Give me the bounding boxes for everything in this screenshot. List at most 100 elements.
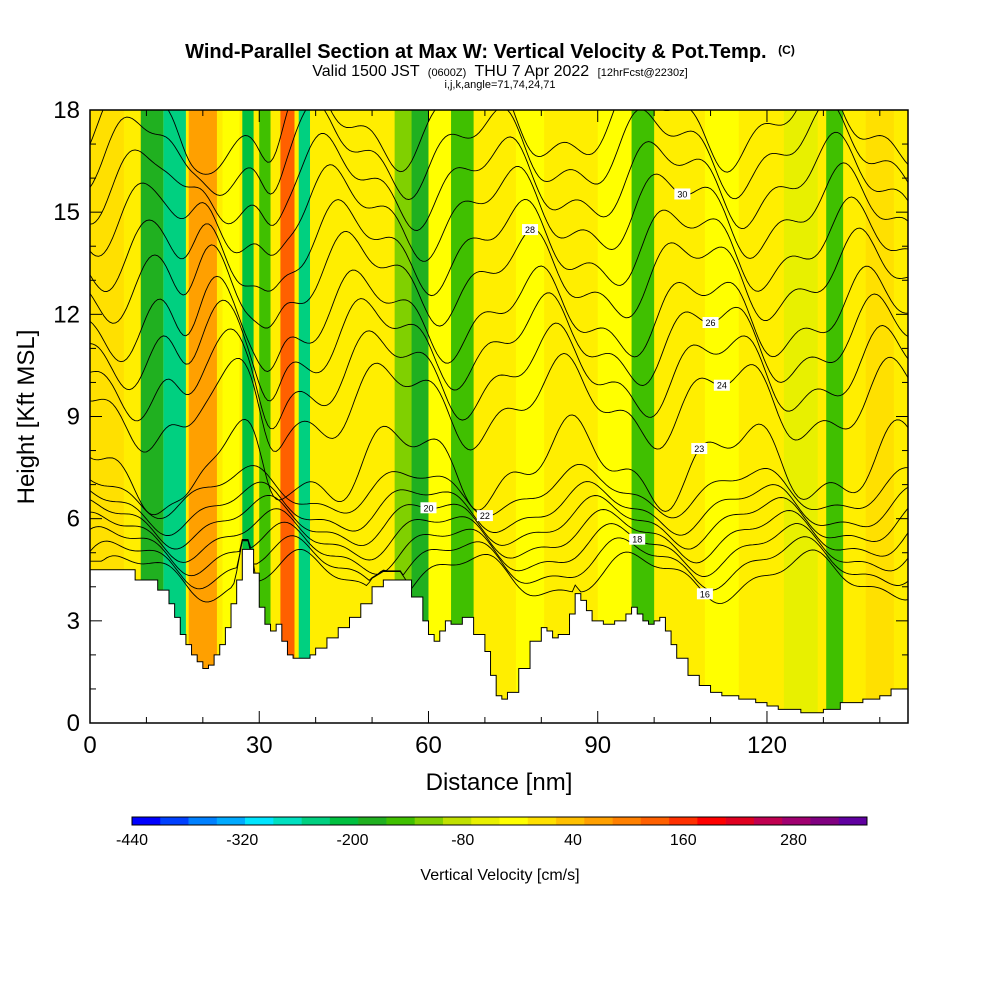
plot-area: 16 18 20 22 23 24 26 28 30 bbox=[90, 110, 908, 723]
y-tick-label-12: 12 bbox=[53, 301, 80, 328]
colorbar-tick-label-4: 40 bbox=[564, 832, 582, 849]
contour-label-bg-16 bbox=[696, 588, 713, 600]
theta-contour-20 bbox=[90, 494, 908, 550]
colorbar-swatch-8 bbox=[358, 817, 387, 825]
chart-indices: i,j,k,angle=71,74,24,71 bbox=[444, 79, 555, 91]
colorbar-tick-label-3: -80 bbox=[451, 832, 474, 849]
w-column-17 bbox=[783, 110, 818, 723]
colorbar: -440 -320 -200 -80 40 160 280 bbox=[116, 816, 868, 849]
contour-label-20: 20 bbox=[423, 503, 433, 513]
y-axis: 0 3 6 9 12 15 18 bbox=[53, 97, 908, 737]
y-tick-label-6: 6 bbox=[67, 506, 80, 533]
w-column-4 bbox=[222, 110, 240, 723]
w-column-13 bbox=[515, 110, 545, 723]
theta-contour-27 bbox=[90, 265, 908, 372]
theta-contour-28 bbox=[90, 227, 908, 329]
theta-contour-17 bbox=[90, 535, 908, 591]
contour-labels: 16 18 20 22 23 24 26 28 30 bbox=[420, 188, 730, 600]
w-column-19 bbox=[865, 110, 894, 723]
contour-label-18: 18 bbox=[632, 535, 642, 545]
colorbar-swatch-12 bbox=[471, 817, 500, 825]
w-column-16 bbox=[704, 110, 739, 723]
contour-label-bg-26 bbox=[702, 317, 719, 329]
theta-contour-16 bbox=[90, 540, 908, 605]
theta-contour-21 bbox=[90, 481, 908, 536]
colorbar-swatch-11 bbox=[442, 817, 472, 825]
w-column-3 bbox=[188, 110, 217, 723]
colorbar-swatch-17 bbox=[612, 817, 642, 825]
w-column-7 bbox=[280, 110, 295, 723]
w-column-18 bbox=[826, 110, 844, 723]
colorbar-swatch-19 bbox=[669, 817, 698, 825]
colorbar-swatch-9 bbox=[386, 817, 415, 825]
theta-contour-33 bbox=[90, 110, 908, 175]
contour-label-16: 16 bbox=[700, 589, 710, 599]
contour-label-22: 22 bbox=[480, 511, 490, 521]
theta-contour-30 bbox=[90, 162, 908, 262]
contour-label-24: 24 bbox=[717, 381, 727, 391]
colorbar-swatch-5 bbox=[273, 817, 302, 825]
chart-title-mark: (C) bbox=[778, 43, 795, 57]
y-tick-label-3: 3 bbox=[67, 608, 80, 635]
y-tick-label-0: 0 bbox=[67, 710, 80, 737]
potential-temperature-contours bbox=[90, 110, 908, 605]
x-tick-label-0: 0 bbox=[83, 732, 96, 759]
colorbar-swatch-20 bbox=[697, 817, 726, 825]
w-column-11 bbox=[428, 110, 452, 723]
theta-contour-25 bbox=[90, 322, 908, 430]
colorbar-swatch-14 bbox=[527, 817, 557, 825]
theta-contour-31 bbox=[90, 131, 908, 231]
colorbar-tick-label-5: 160 bbox=[670, 832, 697, 849]
contour-label-bg-20 bbox=[420, 502, 437, 514]
colorbar-swatch-22 bbox=[753, 817, 783, 825]
theta-contour-19 bbox=[90, 508, 908, 564]
w-column-6 bbox=[259, 110, 271, 723]
contour-label-28: 28 bbox=[525, 225, 535, 235]
colorbar-tick-label-0: -440 bbox=[116, 832, 148, 849]
colorbar-swatch-6 bbox=[301, 817, 331, 825]
contour-label-30: 30 bbox=[677, 189, 687, 199]
vertical-velocity-field bbox=[90, 110, 894, 723]
y-tick-label-18: 18 bbox=[53, 97, 80, 124]
colorbar-swatch-16 bbox=[584, 817, 613, 825]
y-tick-label-15: 15 bbox=[53, 199, 80, 226]
theta-contour-18 bbox=[90, 521, 908, 577]
w-column-15 bbox=[631, 110, 655, 723]
colorbar-swatch-10 bbox=[414, 817, 444, 825]
contour-label-bg-24 bbox=[713, 379, 730, 391]
theta-contour-22 bbox=[90, 463, 908, 520]
x-tick-label-120: 120 bbox=[747, 732, 787, 759]
colorbar-swatch-4 bbox=[245, 817, 274, 825]
w-column-8 bbox=[298, 110, 311, 723]
colorbar-swatch-18 bbox=[640, 817, 670, 825]
colorbar-swatch-15 bbox=[556, 817, 585, 825]
y-tick-label-9: 9 bbox=[67, 404, 80, 431]
contour-label-26: 26 bbox=[706, 318, 716, 328]
colorbar-swatch-0 bbox=[132, 817, 161, 825]
colorbar-tick-label-1: -320 bbox=[226, 832, 258, 849]
y-axis-label: Height [Kft MSL] bbox=[13, 330, 40, 505]
subtitle-forecast: [12hrFcst@2230z] bbox=[598, 67, 688, 79]
colorbar-tick-label-6: 280 bbox=[780, 832, 807, 849]
contour-label-bg-23 bbox=[691, 443, 708, 455]
x-tick-label-60: 60 bbox=[415, 732, 442, 759]
subtitle-utc: (0600Z) bbox=[428, 67, 467, 79]
colorbar-swatch-2 bbox=[188, 817, 218, 825]
theta-contour-23 bbox=[90, 414, 908, 516]
theta-contour-29 bbox=[90, 196, 908, 297]
w-column-12 bbox=[451, 110, 474, 723]
subtitle-valid: Valid 1500 JST bbox=[312, 63, 420, 80]
colorbar-swatch-24 bbox=[810, 817, 840, 825]
contour-label-23: 23 bbox=[694, 444, 704, 454]
theta-contour-26 bbox=[90, 292, 908, 402]
colorbar-tick-label-2: -200 bbox=[336, 832, 368, 849]
contour-label-bg-30 bbox=[674, 188, 691, 200]
contour-label-bg-18 bbox=[629, 533, 646, 545]
colorbar-swatch-23 bbox=[782, 817, 811, 825]
colorbar-swatch-25 bbox=[838, 817, 868, 825]
theta-contour-24 bbox=[90, 353, 908, 453]
colorbar-frame bbox=[131, 816, 868, 826]
contour-label-bg-22 bbox=[476, 510, 493, 522]
subtitle-date: THU 7 Apr 2022 bbox=[474, 63, 589, 80]
